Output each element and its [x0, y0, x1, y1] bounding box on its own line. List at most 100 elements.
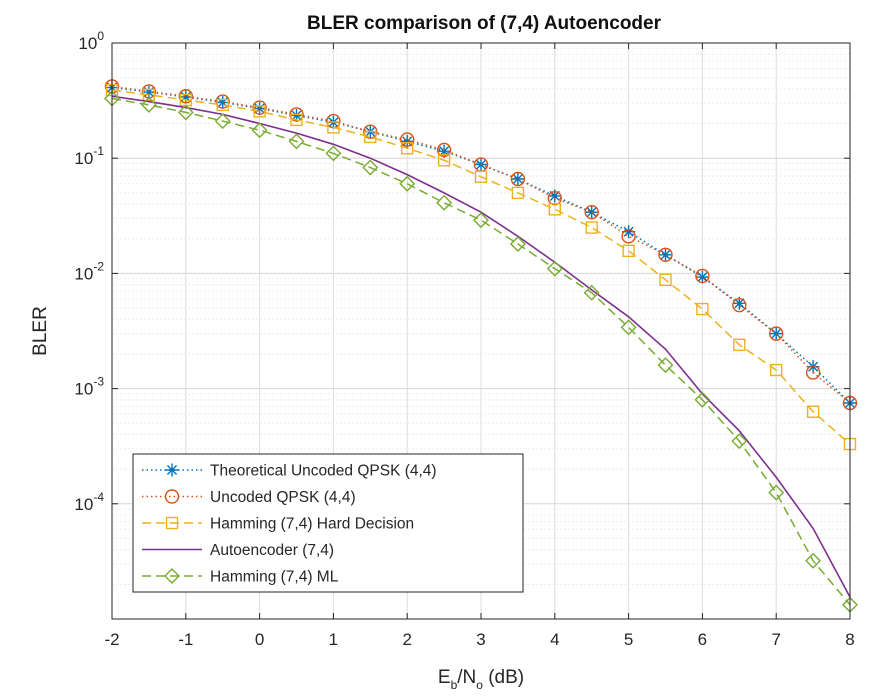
data-point [216, 98, 229, 112]
data-point [214, 113, 231, 130]
data-point [216, 95, 230, 109]
legend-label: Uncoded QPSK (4,4) [210, 489, 356, 506]
data-point [547, 190, 562, 206]
data-point [290, 113, 303, 127]
data-point [806, 405, 820, 418]
data-point [509, 236, 526, 252]
x-axis-label: Eb/No (dB) [438, 667, 524, 692]
data-point [695, 270, 709, 284]
data-point [548, 189, 562, 203]
data-point [805, 365, 821, 380]
data-point [399, 175, 416, 192]
data-point [658, 247, 673, 263]
y-tick-label: 10-2 [74, 259, 104, 283]
data-point [622, 244, 635, 258]
data-point [659, 248, 672, 262]
data-point [769, 326, 784, 341]
legend-entry: Theoretical Uncoded QPSK (4,4) [142, 463, 437, 480]
legend-entry: Hamming (7,4) Hard Decision [142, 516, 414, 533]
x-axis-label-rest: (dB) [483, 667, 524, 688]
data-point [548, 203, 561, 216]
series-line [111, 85, 851, 404]
data-point [695, 268, 710, 284]
legend-label: Hamming (7,4) ML [210, 569, 339, 586]
data-point [177, 104, 194, 121]
x-tick-label: 8 [845, 630, 854, 649]
legend-label: Autoencoder (7,4) [210, 542, 334, 559]
data-point [732, 296, 746, 310]
x-axis-label-sub2: o [476, 678, 483, 692]
data-point [511, 186, 525, 200]
data-point [437, 154, 451, 167]
y-tick-label: 100 [78, 29, 104, 53]
data-point [325, 145, 342, 162]
data-point [770, 363, 783, 377]
data-point [510, 171, 526, 187]
legend: Theoretical Uncoded QPSK (4,4) Uncoded QP… [132, 453, 524, 593]
data-point [694, 391, 711, 408]
y-axis-label: BLER [30, 306, 51, 356]
data-point [363, 124, 378, 139]
data-point [474, 170, 488, 183]
x-tick-label: 2 [402, 630, 411, 649]
data-point [732, 297, 747, 313]
legend-label: Theoretical Uncoded QPSK (4,4) [210, 463, 437, 480]
y-tick-label: 10-4 [74, 490, 104, 514]
data-point [364, 130, 377, 144]
chart-title: BLER comparison of (7,4) Autoencoder [307, 13, 662, 34]
data-point [436, 194, 453, 211]
series-5 [104, 90, 858, 613]
x-tick-label: 4 [550, 630, 559, 649]
x-axis-label-base1: E [438, 667, 451, 688]
legend-marker [164, 568, 180, 584]
data-point [620, 319, 637, 336]
legend-entry: Uncoded QPSK (4,4) [142, 489, 356, 506]
y-tick-label: 10-1 [74, 144, 104, 168]
data-point [327, 121, 340, 134]
data-point [583, 284, 600, 301]
data-point [400, 132, 415, 147]
x-tick-label: 0 [255, 630, 264, 649]
x-tick-label: 1 [329, 630, 338, 649]
legend-entry: Autoencoder (7,4) [142, 542, 334, 559]
data-point [696, 302, 709, 316]
data-point [585, 205, 599, 219]
data-point [621, 229, 636, 244]
axis-ticks: -2 -1 0 1 2 3 4 5 6 7 8 100 10-1 10-2 10-3 10-4 [74, 29, 854, 649]
y-tick-label: 10-3 [74, 375, 104, 399]
data-point [400, 134, 414, 148]
x-tick-label: 6 [698, 630, 707, 649]
data-point [659, 273, 672, 286]
data-point [768, 484, 785, 501]
data-point [253, 105, 266, 118]
x-axis-label-sub1: b [451, 678, 458, 692]
data-point [473, 212, 489, 229]
x-tick-label: 7 [771, 630, 780, 649]
data-point [511, 172, 525, 186]
data-point [362, 159, 379, 176]
data-point [179, 90, 193, 104]
data-point [289, 107, 304, 122]
data-point [142, 88, 156, 102]
data-point [401, 142, 414, 155]
data-point [546, 260, 563, 277]
x-tick-label: 5 [624, 630, 633, 649]
plot-area [104, 79, 858, 613]
data-point [805, 552, 822, 569]
data-point [731, 433, 748, 450]
legend-marker [165, 516, 179, 530]
data-point [584, 204, 599, 220]
legend-marker [164, 489, 180, 504]
data-point [251, 122, 268, 139]
x-tick-label: 3 [476, 630, 485, 649]
legend-entry: Hamming (7,4) ML [142, 568, 339, 586]
data-point [252, 100, 267, 115]
data-point [657, 357, 674, 374]
x-axis-label-slash: /N [457, 667, 476, 688]
data-point [437, 144, 451, 158]
x-tick-label: -1 [178, 630, 193, 649]
data-point [622, 225, 636, 239]
data-point [436, 142, 452, 158]
data-point [290, 108, 303, 122]
